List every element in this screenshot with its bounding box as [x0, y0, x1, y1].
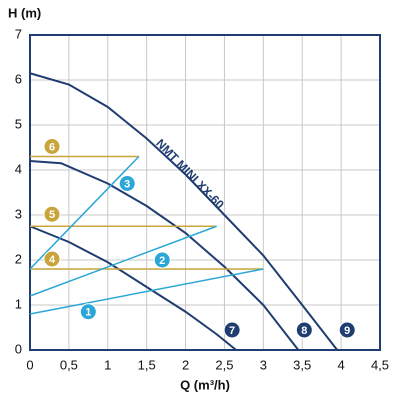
- series-badge: [118, 175, 136, 192]
- series-label: 3: [124, 178, 130, 190]
- y-tick-label: 5: [15, 116, 22, 131]
- x-tick-label: 1: [104, 357, 111, 372]
- curve: [29, 268, 264, 315]
- series-badge: [338, 321, 356, 339]
- y-tick-label: 6: [15, 71, 22, 86]
- y-tick-label: 1: [15, 296, 22, 311]
- series-badge: [43, 250, 61, 268]
- curve: [29, 72, 339, 351]
- x-axis-label: Q (m³/h): [180, 377, 230, 392]
- x-tick-label: 3: [260, 357, 267, 372]
- series-label: 5: [49, 209, 55, 221]
- x-tick-label: 1,5: [138, 357, 156, 372]
- series-label: 7: [229, 325, 235, 337]
- y-tick-label: 0: [15, 341, 22, 356]
- curve: [29, 225, 237, 351]
- x-tick-label: 4,5: [371, 357, 389, 372]
- series-label: 6: [49, 141, 55, 153]
- x-tick-label: 3,5: [293, 357, 311, 372]
- series-badge: [223, 321, 241, 339]
- series-label: 8: [301, 325, 307, 337]
- curve: [29, 155, 140, 270]
- curve: [29, 225, 217, 297]
- series-badge: [79, 303, 97, 321]
- series-label: 2: [159, 255, 165, 267]
- series-label: 9: [344, 325, 350, 337]
- y-tick-label: 2: [15, 251, 22, 266]
- x-tick-label: 2: [182, 357, 189, 372]
- x-tick-label: 2,5: [215, 357, 233, 372]
- y-tick-label: 4: [15, 161, 22, 176]
- series-badge: [43, 205, 61, 223]
- annotation: NMT MINI XX-60: [153, 136, 227, 212]
- series-label: 1: [85, 307, 91, 319]
- plot-frame: [29, 34, 381, 351]
- x-tick-label: 4: [337, 357, 344, 372]
- series-badge: [153, 251, 171, 269]
- series-badge: [295, 321, 313, 339]
- series-label: 4: [49, 254, 56, 266]
- series-badge: [43, 138, 61, 155]
- x-tick-label: 0: [26, 357, 33, 372]
- curve: [29, 160, 300, 351]
- y-axis-label: H (m): [8, 5, 41, 20]
- y-tick-label: 7: [15, 26, 22, 41]
- x-tick-label: 0,5: [60, 357, 78, 372]
- y-tick-label: 3: [15, 206, 22, 221]
